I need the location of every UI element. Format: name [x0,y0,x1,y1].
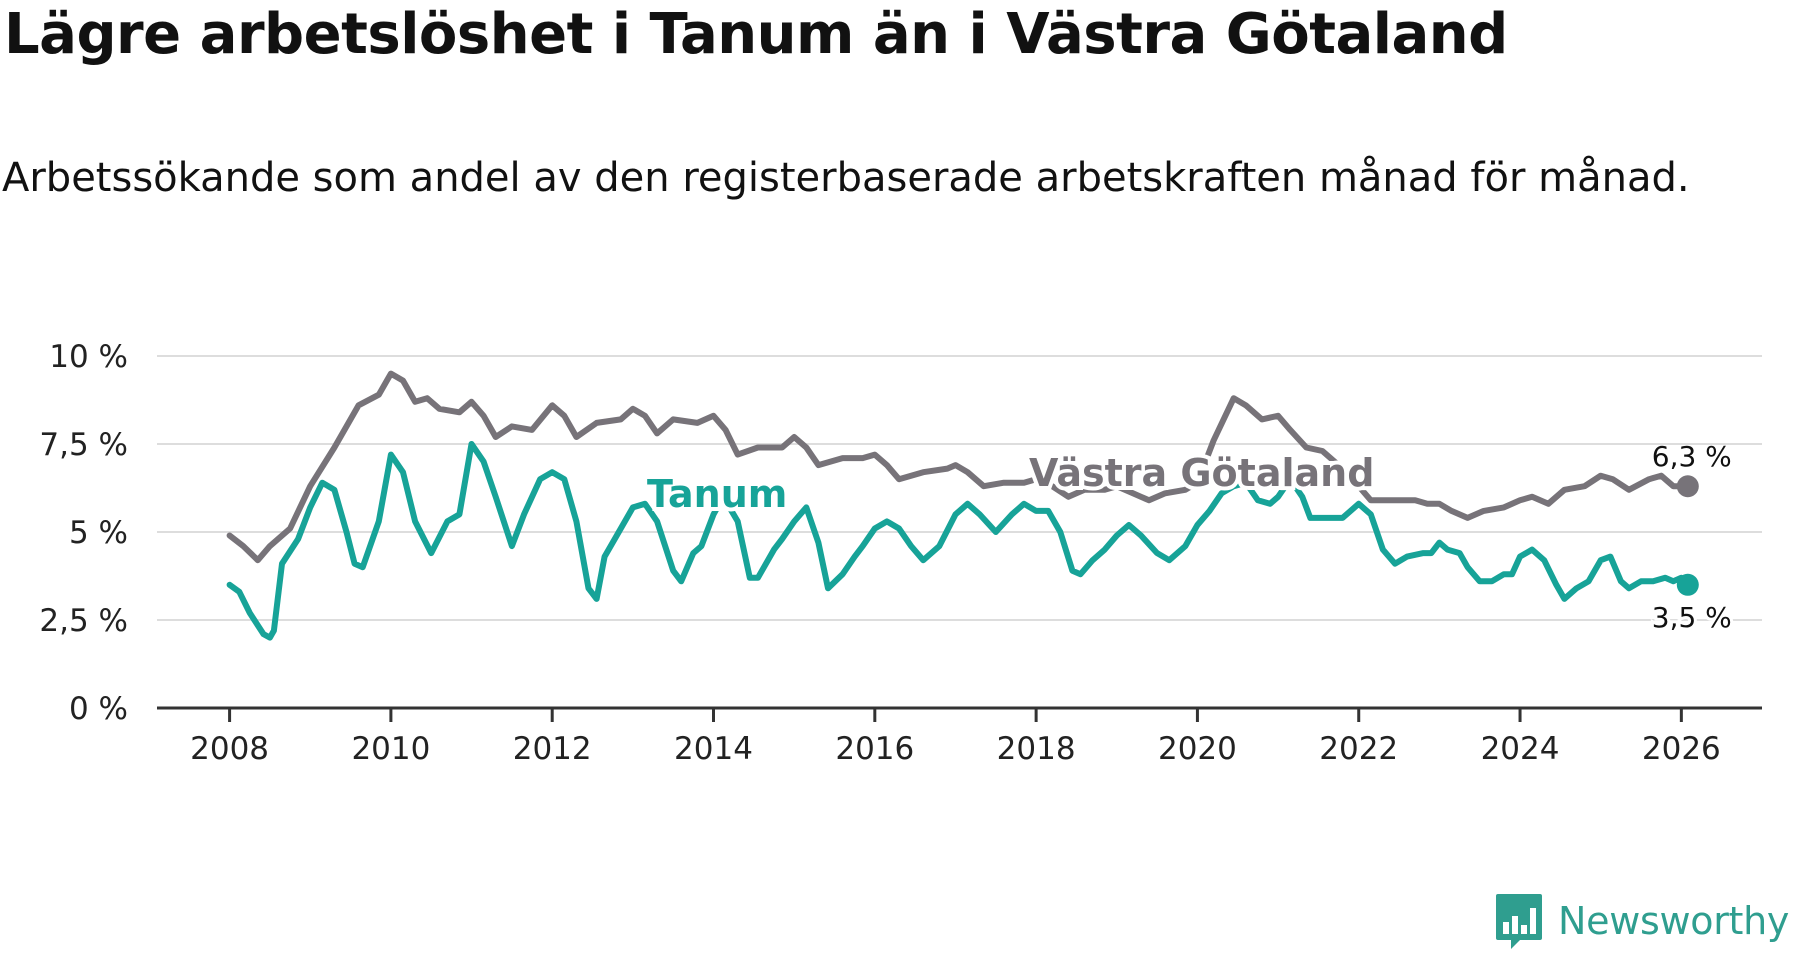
series-label-vastra-gotaland: Västra Götaland [1029,451,1374,495]
newsworthy-logo: Newsworthy [1494,890,1789,952]
newsworthy-logo-text: Newsworthy [1558,899,1790,943]
series-line-vastra-gotaland [226,370,1691,564]
y-tick-label: 0 % [69,691,128,727]
end-marker-vastra-gotaland [1676,475,1699,498]
end-marker-tanum [1676,573,1699,596]
end-label-vastra-gotaland: 6,3 % [1652,440,1732,473]
x-tick-label: 2014 [674,731,753,767]
y-tick-label: 2,5 % [39,603,128,639]
x-axis-ticks: 2008 2010 2012 2014 2016 2018 2020 2022 2024 2026 [190,708,1721,767]
y-gridlines [157,355,1762,621]
y-tick-label: 7,5 % [39,427,128,463]
x-tick-label: 2018 [997,731,1076,767]
end-label-tanum: 3,5 % [1652,601,1732,634]
x-tick-label: 2020 [1158,731,1237,767]
x-tick-label: 2016 [835,731,914,767]
x-tick-label: 2026 [1642,731,1721,767]
newsworthy-logo-icon [1494,892,1544,950]
y-axis-ticks: 0 % 2,5 % 5 % 7,5 % 10 % [39,339,128,727]
x-tick-label: 2012 [513,731,592,767]
series-line-tanum [226,441,1691,641]
chart-subtitle: Arbetssökande som andel av den registerb… [2,155,1690,201]
chart-title: Lägre arbetslöshet i Tanum än i Västra G… [4,2,1508,67]
x-tick-label: 2024 [1481,731,1560,767]
x-tick-label: 2022 [1319,731,1398,767]
series-lines [226,370,1699,641]
x-tick-label: 2008 [190,731,269,767]
y-tick-label: 5 % [69,515,128,551]
y-tick-label: 10 % [49,339,128,375]
series-labels: Västra Götaland Tanum 6,3 % 3,5 % [643,440,1735,637]
series-label-tanum: Tanum [647,472,787,516]
x-tick-label: 2010 [351,731,430,767]
